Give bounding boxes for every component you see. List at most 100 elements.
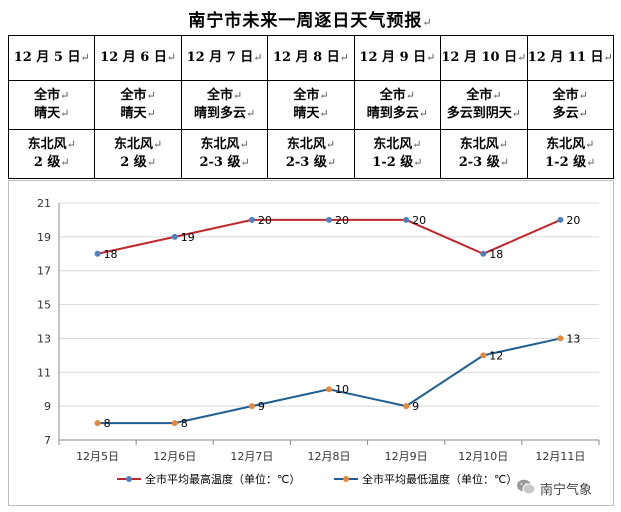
y-tick-label: 21 (37, 197, 51, 210)
weather-cell: 全市↵ 多云↵ (526, 80, 615, 130)
y-tick-label: 7 (44, 434, 51, 447)
return-mark: ↵ (319, 89, 329, 102)
date-text: 12 月 5 日 (13, 50, 81, 65)
return-mark: ↵ (326, 156, 337, 169)
return-mark: ↵ (339, 51, 349, 64)
return-mark: ↵ (60, 156, 70, 169)
return-mark: ↵ (245, 107, 256, 120)
return-mark: ↵ (325, 138, 336, 151)
wind-cell: 东北风↵ 2-3 级↵ (267, 129, 355, 179)
y-tick-label: 17 (37, 265, 51, 278)
weather-cell: 全市↵ 多云到阴天↵ (440, 80, 528, 130)
data-label: 18 (104, 248, 118, 261)
weather-desc: 晴到多云 (193, 106, 246, 121)
x-tick-label: 12月7日 (230, 450, 273, 463)
data-label: 19 (181, 231, 195, 244)
date-cell: 12 月 8 日↵ (267, 35, 355, 81)
return-mark: ↵ (413, 156, 423, 169)
y-tick-label: 9 (44, 400, 51, 413)
wind-direction: 东北风 (200, 137, 240, 152)
wind-level: 2-3 级 (458, 155, 500, 170)
return-mark: ↵ (146, 89, 156, 102)
data-label: 10 (335, 383, 349, 396)
date-text: 12 月 9 日 (359, 50, 427, 65)
return-mark: ↵ (498, 138, 508, 151)
date-cell: 12 月 11 日↵ (526, 35, 615, 81)
data-point (557, 216, 564, 223)
date-cell: 12 月 7 日↵ (180, 35, 269, 81)
wind-direction: 东北风 (286, 137, 326, 152)
weather-desc: 晴天 (120, 106, 147, 121)
wind-level: 1-2 级 (545, 155, 587, 170)
wind-level: 2 级 (120, 155, 147, 170)
date-text: 12 月 7 日 (186, 50, 254, 65)
legend-swatch-marker (343, 476, 349, 482)
temperature-chart-svg: 7 9 11 13 15 17 19 21 12月5日 12月6日 12月7日 12月8日 12月9日 1… (37, 197, 600, 486)
weather-area: 全市 (379, 88, 406, 103)
return-mark: ↵ (240, 156, 250, 169)
data-label: 18 (489, 248, 503, 261)
data-label: 20 (258, 214, 272, 227)
return-mark: ↵ (578, 89, 588, 102)
legend-label: 全市平均最低温度（单位：℃） (362, 472, 517, 486)
data-label: 9 (258, 400, 265, 413)
data-label: 9 (412, 400, 419, 413)
return-mark: ↵ (239, 138, 249, 151)
return-mark: ↵ (511, 107, 521, 120)
return-mark: ↵ (253, 51, 263, 64)
date-text: 12 月 6 日 (100, 50, 167, 65)
x-tick-label: 12月11日 (535, 450, 585, 463)
data-point (403, 216, 410, 223)
temperature-chart: 7 9 11 13 15 17 19 21 12月5日 12月6日 12月7日 12月8日 12月9日 1… (8, 180, 614, 506)
return-mark: ↵ (499, 156, 509, 169)
data-label: 20 (412, 214, 426, 227)
y-tick-label: 19 (37, 231, 51, 244)
data-point (171, 420, 178, 427)
return-mark: ↵ (146, 107, 156, 120)
return-mark: ↵ (586, 156, 596, 169)
data-point (403, 403, 410, 410)
data-point (557, 335, 564, 342)
wind-level: 1-2 级 (372, 155, 414, 170)
page-title: 南宁市未来一周逐日天气预报↵ (0, 6, 621, 31)
data-point (326, 386, 332, 393)
x-tick-label: 12月8日 (308, 450, 351, 463)
date-cell: 12 月 9 日↵ (353, 35, 442, 81)
weather-cell: 全市↵ 晴到多云↵ (180, 80, 269, 130)
weather-area: 全市 (206, 88, 233, 103)
weather-desc: 多云到阴天 (446, 106, 512, 121)
data-point (480, 352, 487, 359)
wind-level: 2-3 级 (285, 155, 327, 170)
weather-row: 全市↵ 晴天↵ 全市↵ 晴天↵ 全市↵ 晴到多云↵ 全市↵ 晴天↵ 全市↵ 晴到多云↵ 全… (7, 80, 615, 130)
wind-direction: 东北风 (27, 137, 67, 152)
wind-cell: 东北风↵ 2 级↵ (94, 129, 182, 179)
wind-direction: 东北风 (546, 137, 586, 152)
y-tick-label: 15 (37, 299, 51, 312)
weather-area: 全市 (120, 88, 147, 103)
forecast-table: 12 月 5 日↵ 12 月 6 日↵ 12 月 7 日↵ 12 月 8 日↵ … (7, 35, 615, 179)
wechat-icon (517, 479, 536, 495)
wind-level: 2 级 (33, 155, 61, 170)
return-mark: ↵ (232, 89, 243, 102)
y-tick-label: 13 (37, 332, 51, 345)
return-mark: ↵ (585, 138, 595, 151)
weather-desc: 晴到多云 (366, 106, 419, 121)
return-mark: ↵ (80, 51, 90, 64)
return-mark: ↵ (405, 89, 416, 102)
weather-cell: 全市↵ 晴天↵ (94, 80, 182, 130)
return-mark: ↵ (319, 107, 329, 120)
data-point (326, 216, 332, 223)
data-point (248, 403, 255, 410)
watermark-text: 南宁气象 (540, 483, 593, 498)
weather-area: 全市 (466, 88, 493, 103)
return-mark: ↵ (153, 138, 163, 151)
return-mark: ↵ (578, 107, 588, 120)
return-mark: ↵ (426, 51, 436, 64)
x-tick-label: 12月9日 (385, 450, 428, 463)
wind-level: 2-3 级 (199, 155, 241, 170)
wind-cell: 东北风↵ 2 级↵ (7, 129, 96, 179)
return-mark: ↵ (603, 51, 613, 64)
weather-desc: 多云 (552, 106, 579, 121)
return-mark: ↵ (418, 107, 429, 120)
weather-cell: 全市↵ 晴到多云↵ (353, 80, 442, 130)
